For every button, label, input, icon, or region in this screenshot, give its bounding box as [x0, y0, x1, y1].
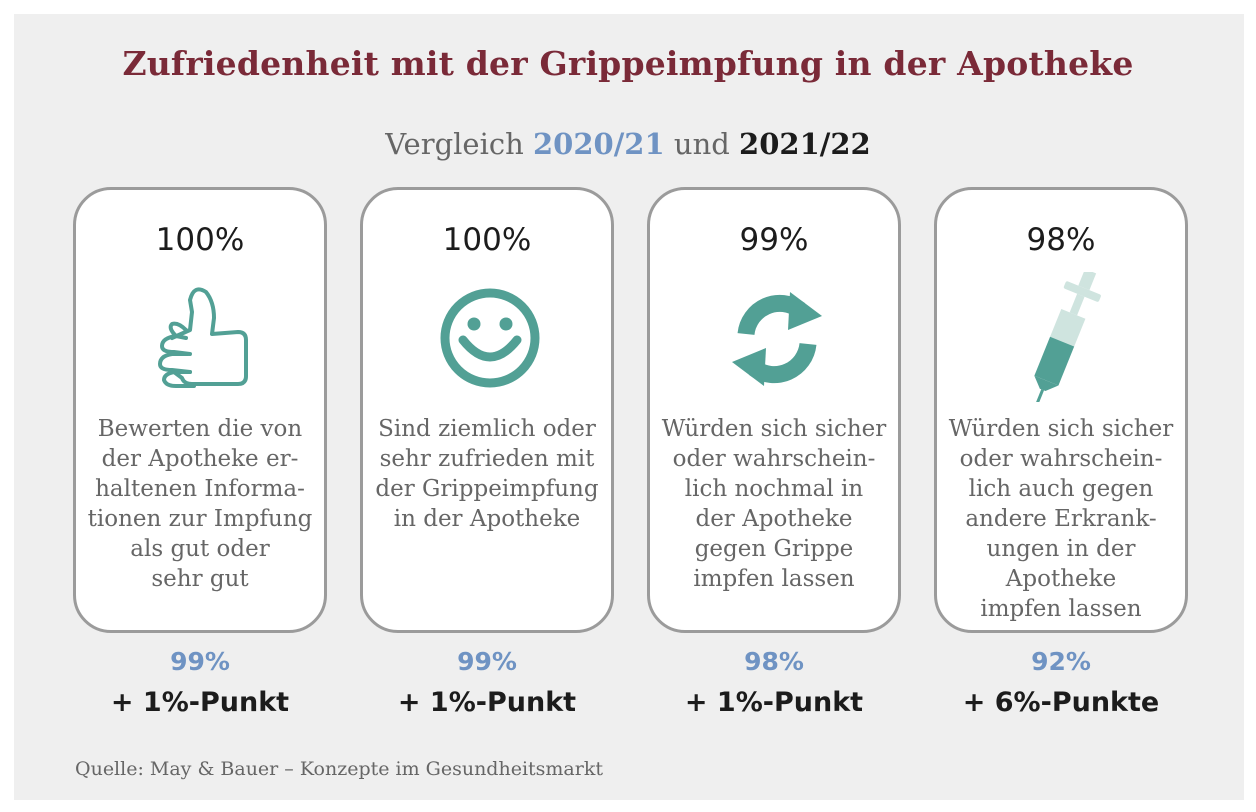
- change-value: + 1%-Punkt: [110, 687, 290, 718]
- thumbs-up-icon: [158, 287, 248, 388]
- card-other-vaccinations: 98% Würden sich sicher oder wahrschein- …: [934, 187, 1188, 633]
- card-description: Bewerten die von der Apotheke er- halten…: [87, 416, 313, 592]
- source-note: Quelle: May & Bauer – Konzepte im Gesund…: [75, 758, 603, 780]
- card-description: Würden sich sicher oder wahrschein- lich…: [661, 416, 887, 592]
- card-value: 98%: [1026, 222, 1096, 258]
- smiley-icon: [440, 288, 540, 388]
- previous-value: 99%: [457, 647, 517, 676]
- previous-value: 92%: [1031, 647, 1091, 676]
- refresh-icon: [732, 292, 822, 386]
- card-description: Sind ziemlich oder sehr zufrieden mit de…: [375, 416, 599, 532]
- subtitle-year-curr: 2021/22: [739, 127, 871, 161]
- change-value: + 1%-Punkt: [684, 687, 864, 718]
- card-description: Würden sich sicher oder wahrschein- lich…: [948, 416, 1174, 622]
- subtitle-year-prev: 2020/21: [533, 127, 665, 161]
- card-information: 100% Bewerten die von der Apotheke er- h…: [73, 187, 327, 633]
- syringe-icon: [1031, 272, 1101, 402]
- card-value: 99%: [739, 222, 809, 258]
- card-value: 100%: [442, 222, 532, 258]
- change-value: + 6%-Punkte: [962, 687, 1160, 718]
- card-repeat: 99% Würden sich sicher oder wahrschein- …: [647, 187, 901, 633]
- card-satisfaction: 100% Sind ziemlich oder sehr zufrieden m…: [360, 187, 614, 633]
- previous-value: 99%: [170, 647, 230, 676]
- previous-value: 98%: [744, 647, 804, 676]
- change-value: + 1%-Punkt: [397, 687, 577, 718]
- subtitle: Vergleich 2020/21 und 2021/22: [0, 127, 1256, 161]
- page-title: Zufriedenheit mit der Grippeimpfung in d…: [122, 44, 1134, 83]
- subtitle-prefix: Vergleich: [385, 127, 533, 161]
- subtitle-middle: und: [664, 127, 740, 161]
- card-value: 100%: [155, 222, 245, 258]
